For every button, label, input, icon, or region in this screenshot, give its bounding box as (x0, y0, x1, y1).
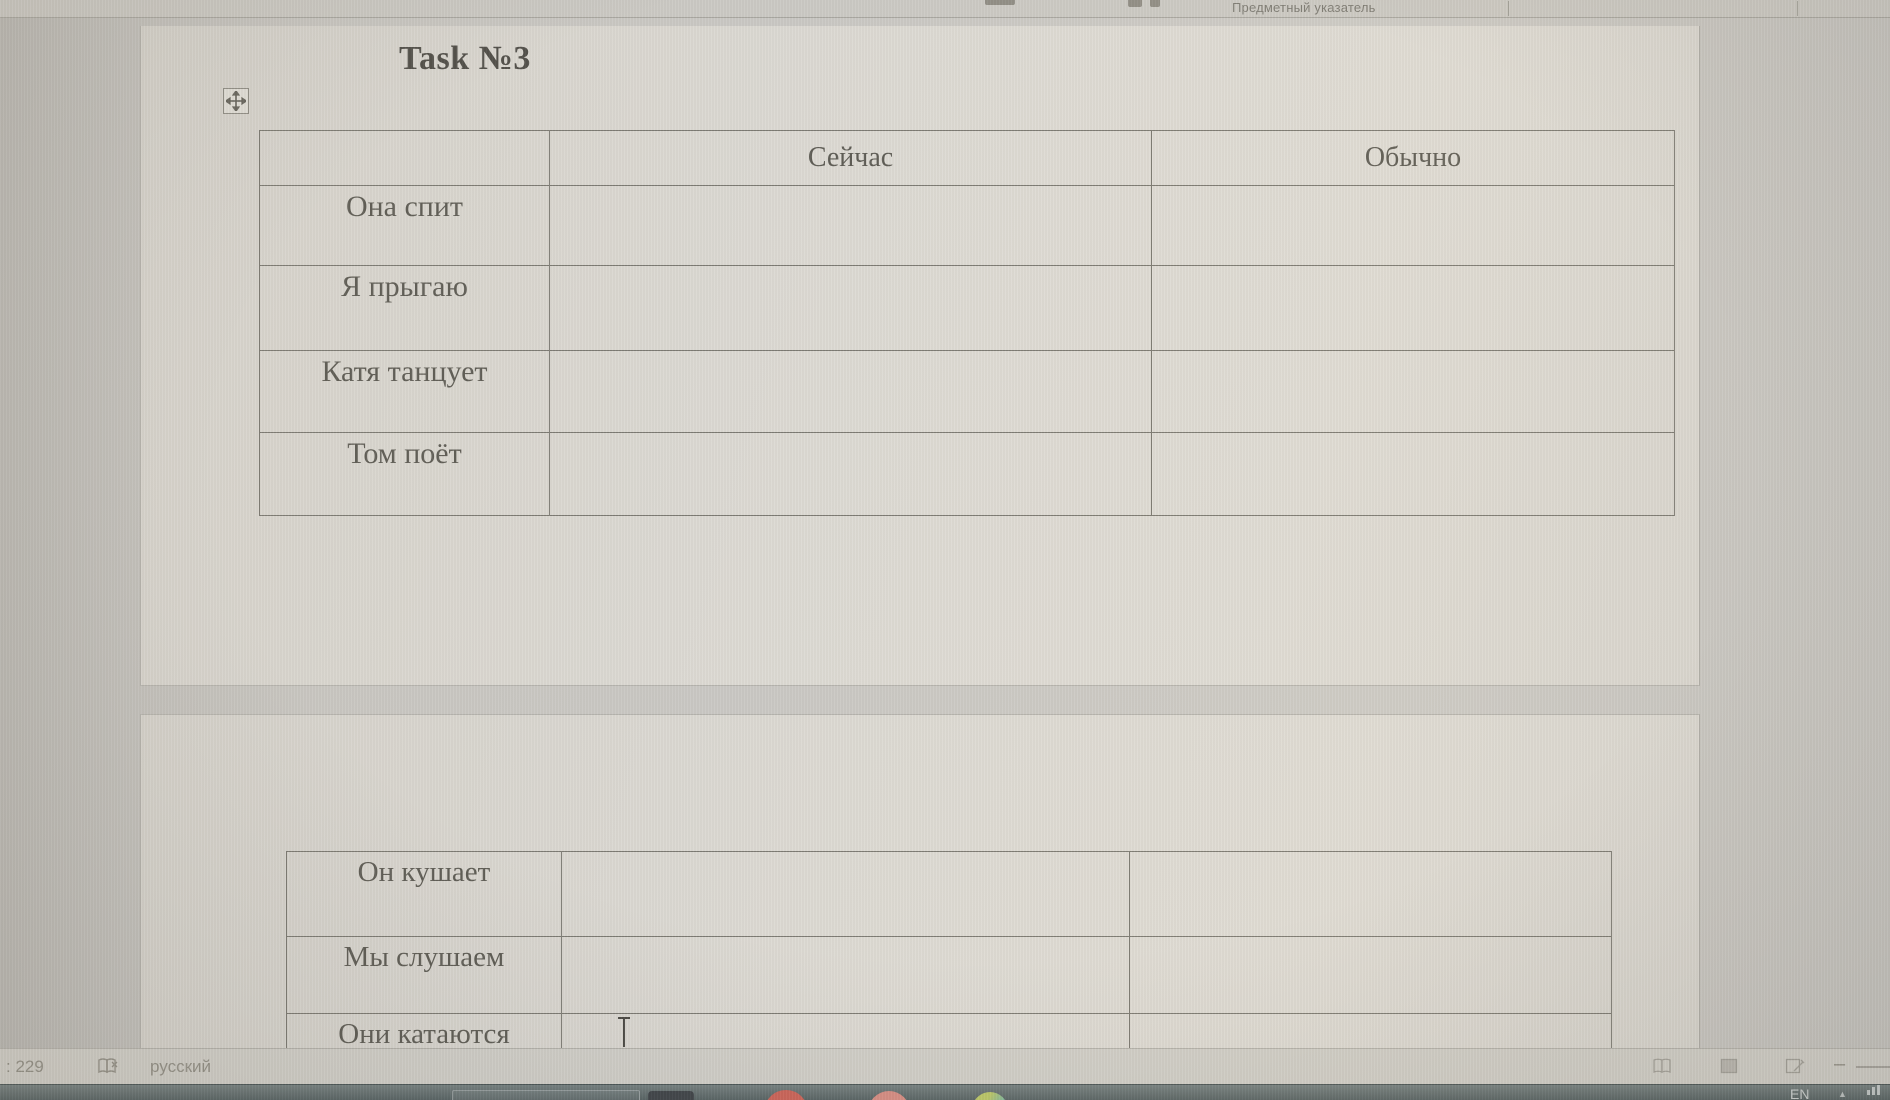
table-row: Я прыгаю (259, 265, 1675, 351)
ribbon-button-fragment[interactable] (1128, 0, 1142, 7)
task-table-1: Сейчас Обычно Она спит Я прыгаю Катя тан… (259, 130, 1675, 516)
ribbon-separator (1797, 1, 1798, 16)
table-move-handle-icon[interactable] (223, 88, 249, 114)
document-workspace: Task №3 Сейчас (0, 18, 1890, 1048)
table-row: Они катаются (286, 1013, 1612, 1048)
zoom-slider-track[interactable] (1856, 1066, 1890, 1068)
text-cursor (617, 1017, 631, 1048)
table2-row2-label[interactable]: Мы слушаем (286, 936, 562, 1014)
page-1: Task №3 Сейчас (140, 26, 1700, 686)
ribbon-button-fragment[interactable] (985, 0, 1015, 5)
zoom-out-button[interactable]: – (1834, 1053, 1846, 1075)
four-way-arrows-icon (226, 91, 246, 111)
table2-row3-now-cell[interactable] (561, 1013, 1130, 1048)
table2-row3-usually-cell[interactable] (1129, 1013, 1612, 1048)
reading-view-button[interactable] (1650, 1055, 1676, 1077)
volume-tray-icon[interactable] (1866, 1085, 1884, 1100)
table2-row1-label[interactable]: Он кушает (286, 851, 562, 937)
taskbar-app-icon-browser[interactable] (972, 1092, 1008, 1100)
spell-check-icon[interactable] (96, 1056, 120, 1081)
table1-row2-usually-cell[interactable] (1151, 265, 1675, 351)
document-title[interactable]: Task №3 (399, 40, 531, 77)
speaker-bars-icon (1867, 1085, 1880, 1095)
table1-row1-now-cell[interactable] (549, 185, 1152, 266)
page-2: Он кушает Мы слушаем Они катаются (140, 714, 1700, 1048)
table1-header-usually[interactable]: Обычно (1151, 130, 1675, 186)
tray-expand-arrow[interactable]: ▲ (1838, 1089, 1847, 1099)
table2-row1-now-cell[interactable] (561, 851, 1130, 937)
print-layout-view-button[interactable] (1716, 1055, 1742, 1077)
ribbon-button-fragment[interactable] (1150, 0, 1160, 7)
table1-row3-now-cell[interactable] (549, 350, 1152, 433)
table-row: Мы слушаем (286, 936, 1612, 1014)
table1-row3-label[interactable]: Катя танцует (259, 350, 550, 433)
page-with-pencil-icon (1785, 1058, 1805, 1074)
table1-row1-usually-cell[interactable] (1151, 185, 1675, 266)
table1-row1-label[interactable]: Она спит (259, 185, 550, 266)
taskbar-language-toggle[interactable]: EN (1790, 1086, 1810, 1100)
table2-row2-usually-cell[interactable] (1129, 936, 1612, 1014)
table-row: Она спит (259, 185, 1675, 266)
table2-row2-now-cell[interactable] (561, 936, 1130, 1014)
table-row: Катя танцует (259, 350, 1675, 433)
table1-row4-label[interactable]: Том поёт (259, 432, 550, 516)
table1-row3-usually-cell[interactable] (1151, 350, 1675, 433)
ribbon-separator (1508, 1, 1509, 16)
table1-header-row: Сейчас Обычно (259, 130, 1675, 186)
taskbar-app-icon-dark[interactable] (648, 1091, 694, 1100)
table-row: Он кушает (286, 851, 1612, 937)
table1-header-empty[interactable] (259, 130, 550, 186)
table2-row3-label[interactable]: Они катаются (286, 1013, 562, 1048)
filled-page-icon (1720, 1058, 1738, 1074)
index-group-label[interactable]: Предметный указатель (1232, 0, 1376, 15)
book-with-x-icon (98, 1058, 118, 1074)
draft-view-button[interactable] (1782, 1055, 1808, 1077)
taskbar-app-icon-pink[interactable] (868, 1091, 910, 1100)
table1-row2-label[interactable]: Я прыгаю (259, 265, 550, 351)
table1-row4-usually-cell[interactable] (1151, 432, 1675, 516)
status-bar: : 229 русский (0, 1048, 1890, 1084)
ribbon-strip: Предметный указатель (0, 0, 1890, 18)
table1-row4-now-cell[interactable] (549, 432, 1152, 516)
open-book-icon (1653, 1058, 1671, 1073)
table-row: Том поёт (259, 432, 1675, 516)
table1-header-now[interactable]: Сейчас (549, 130, 1152, 186)
taskbar-app-icon-red[interactable] (764, 1090, 808, 1100)
task-table-2: Он кушает Мы слушаем Они катаются (286, 851, 1612, 1048)
taskbar: EN ▲ (0, 1084, 1890, 1100)
taskbar-search-box[interactable] (452, 1090, 640, 1100)
language-indicator[interactable]: русский (150, 1057, 212, 1076)
word-count[interactable]: : 229 (6, 1057, 44, 1076)
table1-row2-now-cell[interactable] (549, 265, 1152, 351)
table2-row1-usually-cell[interactable] (1129, 851, 1612, 937)
